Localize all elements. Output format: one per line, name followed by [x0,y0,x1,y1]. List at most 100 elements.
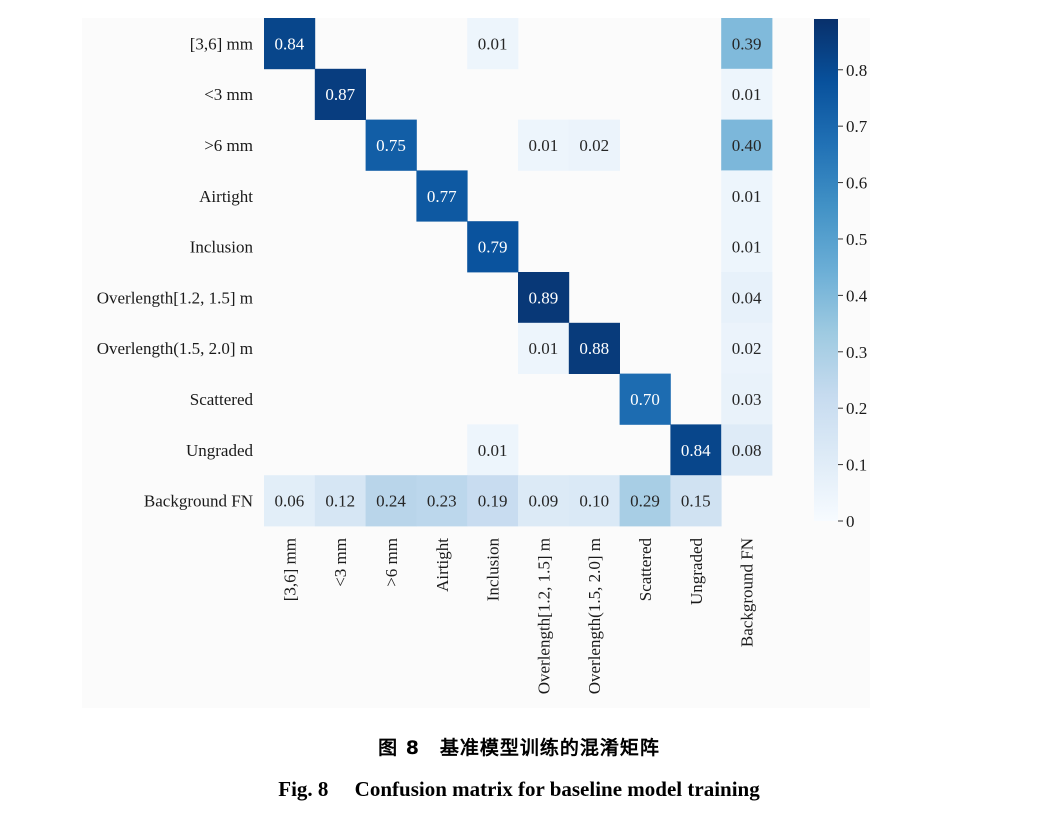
colorbar-tick-label: 0.1 [846,456,867,475]
heatmap-cell [365,119,417,171]
figure-caption-english: Fig. 8 Confusion matrix for baseline mod… [278,777,760,801]
colorbar-tick-label: 0.5 [846,230,867,249]
colorbar-tick-label: 0.7 [846,117,868,136]
heatmap-cell [619,373,671,425]
column-label: Background FN [738,538,757,647]
row-label: Scattered [190,390,254,409]
cell-value-label: 0.77 [427,187,457,206]
cell-value-label: 0.29 [630,492,660,511]
cell-value-label: 0.88 [579,339,609,358]
heatmap-cell [467,18,519,70]
heatmap-cell [264,18,316,70]
colorbar-tick-label: 0.3 [846,343,867,362]
column-label: Ungraded [687,538,706,606]
row-label: Overlength(1.5, 2.0] m [97,339,253,358]
colorbar-gradient [814,19,838,521]
heatmap-cell [721,322,773,374]
row-label: [3,6] mm [190,34,253,53]
figure-caption-chinese: 图 8 基准模型训练的混淆矩阵 [378,737,660,759]
row-label: <3 mm [204,85,253,104]
heatmap-cell [416,475,468,527]
heatmap-cell-labels: 0.84 0.01 0.39 0.87 0.01 0.75 0.01 0.02 0.40 0.77… [275,34,762,510]
cell-value-label: 0.12 [325,492,355,511]
heatmap-cell [314,475,366,527]
cell-value-label: 0.04 [732,288,762,307]
heatmap-cell [721,373,773,425]
cell-value-label: 0.75 [376,136,406,155]
cell-value-label: 0.02 [579,136,609,155]
column-label: Airtight [433,538,452,592]
heatmap-cell [721,18,773,70]
cell-value-label: 0.24 [376,492,406,511]
heatmap-cell [721,272,773,324]
cell-value-label: 0.01 [732,187,762,206]
heatmap-cell [518,119,570,171]
cell-value-label: 0.23 [427,492,457,511]
heatmap-cell [518,322,570,374]
heatmap-cell [721,68,773,120]
cell-value-label: 0.01 [478,34,508,53]
cell-value-label: 0.89 [529,288,559,307]
row-label: >6 mm [204,136,253,155]
cell-value-label: 0.03 [732,390,762,409]
heatmap-cell [568,475,620,527]
heatmap-cell [721,170,773,222]
heatmap-cell [365,475,417,527]
cell-value-label: 0.40 [732,136,762,155]
x-tick-labels: [3,6] mm <3 mm >6 mm Airtight Inclusion Overl… [280,538,756,695]
cell-value-label: 0.09 [529,492,559,511]
heatmap-cell [721,119,773,171]
colorbar-tick-label: 0.6 [846,174,867,193]
cell-value-label: 0.01 [529,339,559,358]
cell-value-label: 0.39 [732,34,762,53]
cell-value-label: 0.84 [275,34,305,53]
heatmap-cell [568,322,620,374]
cell-value-label: 0.15 [681,492,711,511]
heatmap-cell [467,424,519,476]
heatmap-cell [670,424,722,476]
cell-value-label: 0.01 [732,85,762,104]
heatmap-cell [467,221,519,273]
heatmap-cell [721,221,773,273]
heatmap-cell [467,475,519,527]
colorbar-tick-label: 0 [846,512,855,531]
row-label: Ungraded [186,441,254,460]
column-label: <3 mm [331,538,350,587]
colorbar-tick-label: 0.2 [846,399,867,418]
cell-value-label: 0.01 [529,136,559,155]
column-label: Scattered [636,538,655,602]
cell-value-label: 0.01 [478,441,508,460]
cell-value-label: 0.84 [681,441,711,460]
colorbar-tick-label: 0.8 [846,61,867,80]
cell-value-label: 0.10 [579,492,609,511]
heatmap-cell [721,424,773,476]
confusion-matrix-figure: 0.84 0.01 0.390.87 0.010.75 0.01 0.02 0.400.77… [96,18,868,695]
cell-value-label: 0.70 [630,390,660,409]
heatmap-cell [518,475,570,527]
row-label: Airtight [199,187,253,206]
cell-value-label: 0.06 [275,492,305,511]
column-label: >6 mm [382,538,401,587]
heatmap-cell [619,475,671,527]
heatmap-cell [264,475,316,527]
heatmap-cell [314,68,366,120]
heatmap-cells [264,18,773,527]
row-label: Background FN [144,492,253,511]
heatmap-cell [416,170,468,222]
column-label: Overlength(1.5, 2.0] m [585,538,604,694]
y-tick-labels: [3,6] mm <3 mm >6 mm Airtight Inclusion Overl… [97,34,254,510]
cell-value-label: 0.19 [478,492,508,511]
cell-value-label: 0.01 [732,238,762,257]
column-label: [3,6] mm [280,538,299,601]
column-label: Overlength[1.2, 1.5] m [534,538,553,694]
colorbar-tick-label: 0.4 [846,286,868,305]
cell-value-label: 0.02 [732,339,762,358]
row-label: Overlength[1.2, 1.5] m [97,288,253,307]
heatmap-cell [518,272,570,324]
heatmap-cell [670,475,722,527]
heatmap-cell [568,119,620,171]
cell-value-label: 0.79 [478,238,508,257]
cell-value-label: 0.08 [732,441,762,460]
colorbar: 0 0.1 0.2 0.3 0.4 0.5 0.6 0.7 0.8 [814,19,868,531]
row-label: Inclusion [190,238,254,257]
